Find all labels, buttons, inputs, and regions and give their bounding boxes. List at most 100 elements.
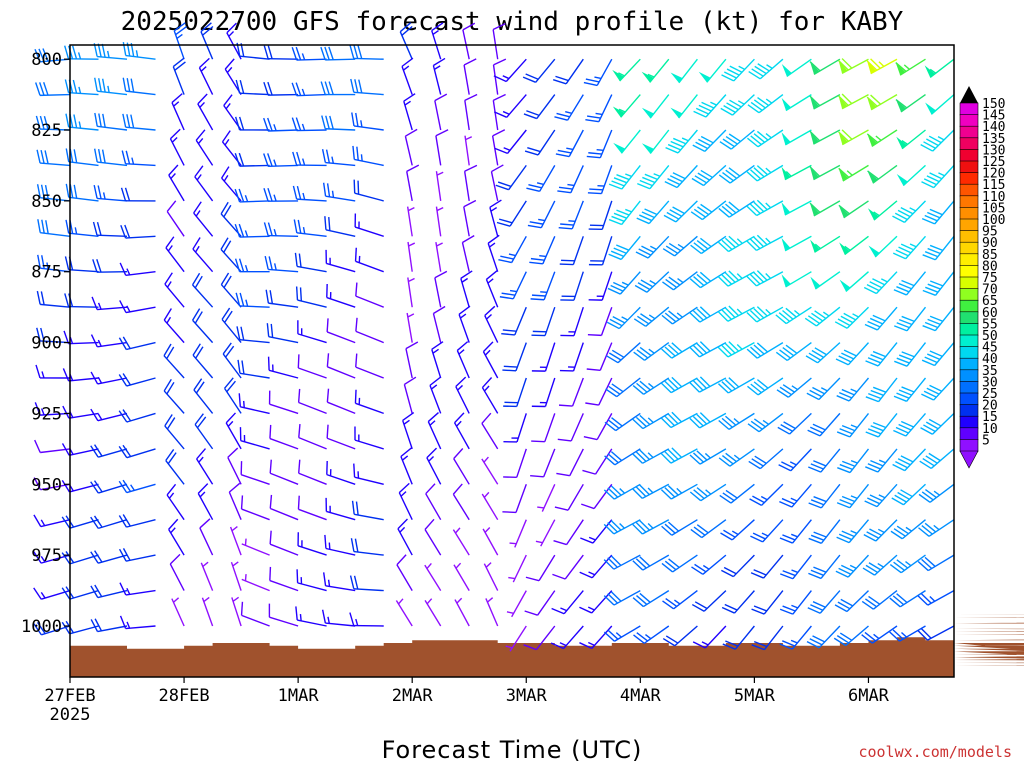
barb-staff (542, 236, 556, 265)
barb-full-feather (694, 601, 708, 610)
wind-barb (895, 58, 926, 76)
barb-full-feather (238, 258, 245, 272)
barb-full-feather (664, 380, 676, 392)
barb-staff (758, 412, 784, 433)
barb-full-feather (900, 489, 913, 498)
barb-full-feather (36, 327, 41, 342)
barb-full-feather (33, 623, 42, 636)
x-tick-label: 6MAR (848, 686, 890, 706)
barb-half-feather (273, 194, 277, 202)
barb-half-feather (785, 171, 792, 177)
barb-full-feather (639, 346, 652, 357)
barb-full-feather (920, 427, 933, 435)
barb-full-feather (672, 206, 685, 215)
barb-staff (572, 342, 584, 372)
colorbar-label: 45 (982, 341, 998, 356)
wind-barb (662, 235, 698, 257)
wind-barb (164, 272, 185, 308)
barb-staff (197, 493, 214, 521)
barb-staff (544, 342, 556, 372)
barb-staff (933, 377, 955, 401)
barb-staff (900, 94, 926, 113)
wind-barb (489, 199, 502, 237)
wind-barb (603, 483, 641, 500)
wind-barb (580, 519, 613, 544)
barb-full-feather (838, 204, 850, 215)
barb-half-feather (225, 102, 231, 110)
colorbar-swatch (959, 149, 979, 162)
barb-staff (221, 318, 242, 344)
barb-staff (407, 241, 413, 272)
wind-barb (235, 292, 270, 308)
barb-full-feather (870, 354, 884, 361)
wind-barb (171, 597, 185, 627)
barb-staff (239, 92, 270, 96)
barb-full-feather (724, 343, 736, 354)
barb-pennant (838, 95, 848, 109)
barb-full-feather (841, 352, 854, 360)
barb-full-feather (870, 460, 884, 467)
barb-full-feather (781, 497, 795, 505)
barb-full-feather (750, 169, 762, 180)
wind-barb (94, 112, 128, 131)
barb-full-feather (353, 575, 359, 590)
barb-full-feather (169, 128, 181, 140)
barb-half-feather (357, 471, 360, 479)
barb-full-feather (585, 402, 599, 406)
wind-barb (632, 483, 670, 500)
barb-full-feather (666, 211, 680, 220)
barb-full-feather (269, 459, 272, 474)
barb-staff (481, 423, 499, 450)
barb-staff (424, 564, 442, 591)
barb-full-feather (492, 22, 506, 31)
wind-barb (400, 447, 413, 485)
barb-half-feather (135, 50, 139, 58)
barb-full-feather (838, 391, 853, 399)
barb-full-feather (93, 185, 98, 199)
wind-barb (238, 393, 270, 415)
barb-full-feather (558, 186, 573, 190)
barb-full-feather (664, 451, 675, 462)
barb-full-feather (729, 65, 743, 73)
wind-barb (838, 93, 869, 110)
y-tick-label: 825 (31, 121, 62, 141)
barb-staff (544, 306, 556, 336)
credit-link[interactable]: coolwx.com/models (858, 743, 1012, 761)
barb-staff (482, 351, 499, 379)
barb-staff (269, 403, 299, 415)
barb-staff (400, 456, 413, 485)
wind-barb (165, 236, 185, 273)
barb-full-feather (613, 281, 626, 289)
y-tick-label: 1000 (21, 617, 62, 637)
wind-barb (269, 424, 299, 450)
wind-barb (894, 342, 927, 367)
barb-full-feather (718, 174, 731, 184)
barb-staff (699, 306, 727, 323)
barb-half-feather (486, 314, 492, 320)
wind-barb (661, 342, 698, 359)
wind-barb (746, 270, 784, 287)
wind-barb (894, 306, 927, 332)
barb-half-feather (705, 489, 712, 495)
barb-staff (674, 625, 698, 647)
barb-full-feather (493, 58, 507, 66)
wind-barb (691, 554, 727, 575)
wind-barb (481, 412, 499, 450)
barb-full-feather (718, 241, 729, 252)
wind-barb (396, 554, 413, 591)
barb-full-feather (38, 48, 45, 62)
barb-half-feather (878, 459, 886, 464)
barb-full-feather (41, 255, 45, 269)
barb-half-feather (850, 388, 858, 393)
barb-staff (405, 348, 413, 379)
barb-staff (222, 353, 242, 379)
barb-staff (601, 200, 613, 230)
barb-full-feather (434, 93, 448, 102)
barb-full-feather (810, 499, 825, 506)
colorbar-swatch (959, 311, 979, 325)
wind-barb (62, 368, 99, 382)
barb-half-feather (328, 542, 331, 550)
barb-full-feather (809, 389, 823, 398)
wind-barb (810, 235, 841, 253)
barb-staff (615, 412, 641, 432)
